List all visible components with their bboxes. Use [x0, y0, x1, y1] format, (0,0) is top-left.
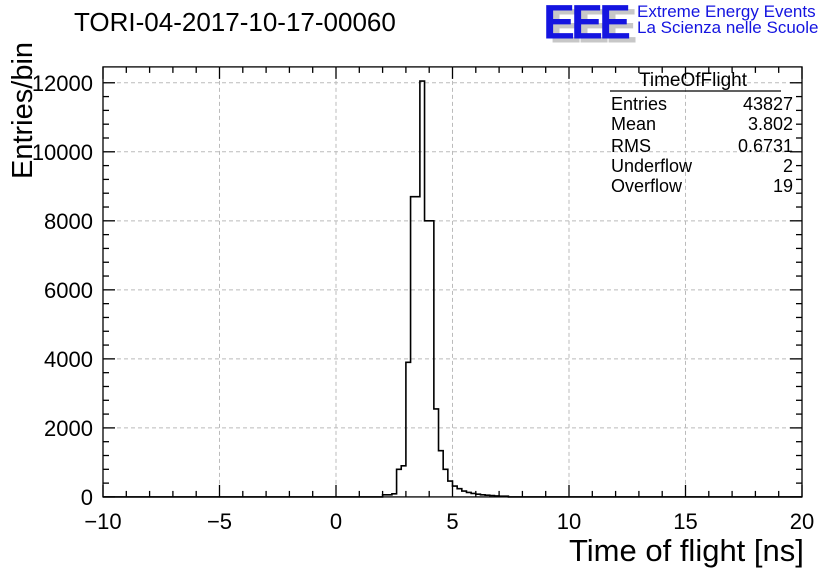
svg-text:3.802: 3.802	[748, 114, 793, 134]
svg-text:19: 19	[773, 176, 793, 196]
svg-text:20: 20	[790, 509, 814, 534]
svg-text:EEE: EEE	[543, 0, 630, 49]
svg-text:2000: 2000	[44, 416, 93, 441]
svg-text:La Scienza nelle Scuole: La Scienza nelle Scuole	[637, 18, 818, 37]
svg-text:Time of flight [ns]: Time of flight [ns]	[569, 533, 804, 568]
svg-text:−5: −5	[207, 509, 232, 534]
svg-text:6000: 6000	[44, 278, 93, 303]
svg-text:2: 2	[783, 156, 793, 176]
svg-text:8000: 8000	[44, 209, 93, 234]
svg-text:0.6731: 0.6731	[738, 136, 793, 156]
svg-text:0: 0	[81, 485, 93, 510]
svg-text:12000: 12000	[32, 71, 93, 96]
svg-text:TimeOfFlight: TimeOfFlight	[639, 70, 748, 91]
svg-text:4000: 4000	[44, 347, 93, 372]
svg-text:Entries: Entries	[611, 94, 667, 114]
svg-text:TORI-04-2017-10-17-00060: TORI-04-2017-10-17-00060	[74, 7, 396, 37]
svg-text:0: 0	[330, 509, 342, 534]
svg-text:Entries/bin: Entries/bin	[7, 42, 39, 179]
svg-text:−10: −10	[84, 509, 121, 534]
svg-text:RMS: RMS	[611, 136, 651, 156]
svg-text:Overflow: Overflow	[611, 176, 683, 196]
svg-text:10000: 10000	[32, 140, 93, 165]
svg-text:15: 15	[673, 509, 697, 534]
svg-text:Underflow: Underflow	[611, 156, 693, 176]
svg-text:Mean: Mean	[611, 114, 656, 134]
svg-text:10: 10	[557, 509, 581, 534]
svg-text:5: 5	[446, 509, 458, 534]
svg-text:43827: 43827	[743, 94, 793, 114]
